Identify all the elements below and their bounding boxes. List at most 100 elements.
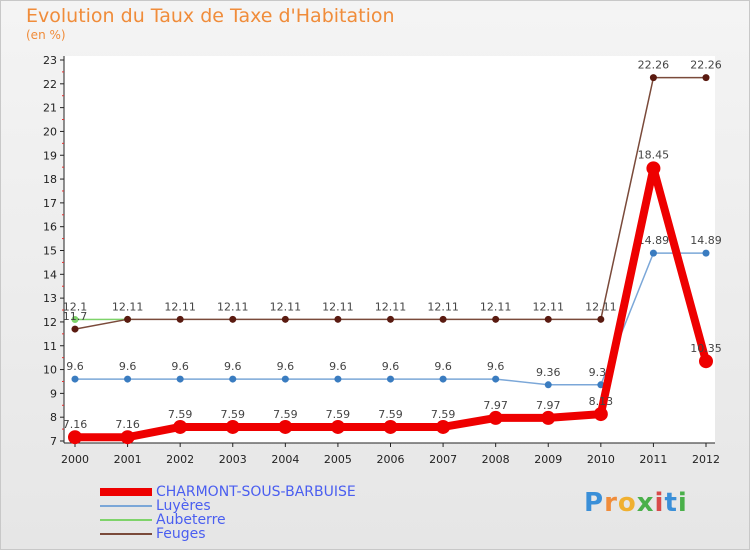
- data-label: 9.6: [329, 360, 347, 373]
- x-tick-label: 2009: [534, 453, 562, 466]
- data-label: 7.59: [431, 408, 456, 421]
- x-tick-label: 2005: [324, 453, 352, 466]
- y-tick-label: 13: [43, 292, 57, 305]
- data-label: 7.97: [536, 399, 561, 412]
- data-point: [544, 381, 552, 389]
- data-label: 14.89: [638, 234, 670, 247]
- data-point: [124, 375, 132, 383]
- x-tick-label: 2001: [114, 453, 142, 466]
- data-label: 9.6: [277, 360, 295, 373]
- x-tick-label: 2000: [61, 453, 89, 466]
- data-label: 7.16: [63, 418, 88, 431]
- chart-subtitle: (en %): [26, 28, 66, 42]
- data-label: 9.6: [171, 360, 189, 373]
- data-point: [597, 315, 605, 323]
- legend-label: Aubeterre: [156, 512, 226, 528]
- legend-swatch: [100, 488, 152, 496]
- data-label: 12.11: [112, 300, 144, 313]
- x-tick-label: 2004: [271, 453, 299, 466]
- legend-swatch: [100, 533, 152, 535]
- data-label: 9.6: [119, 360, 137, 373]
- legend-item: CHARMONT-SOUS-BARBUISE: [100, 485, 356, 499]
- data-point: [173, 419, 188, 434]
- legend-item: Aubeterre: [100, 513, 356, 527]
- y-tick-label: 10: [43, 364, 57, 377]
- data-label: 11.7: [63, 310, 88, 323]
- y-tick-label: 7: [50, 435, 57, 448]
- data-label: 7.59: [168, 408, 193, 421]
- data-label: 12.11: [164, 300, 196, 313]
- data-label: 12.11: [585, 300, 617, 313]
- y-tick-label: 19: [43, 149, 57, 162]
- x-tick-label: 2012: [692, 453, 720, 466]
- y-tick-label: 22: [43, 78, 57, 91]
- y-tick-label: 8: [50, 411, 57, 424]
- legend-label: Luyères: [156, 498, 211, 514]
- data-point: [68, 430, 82, 445]
- data-point: [699, 354, 713, 369]
- y-tick-label: 9: [50, 387, 57, 400]
- data-label: 14.89: [690, 234, 722, 247]
- data-point: [334, 375, 342, 383]
- y-tick-label: 12: [43, 316, 57, 329]
- data-point: [120, 430, 135, 445]
- data-point: [541, 410, 556, 425]
- data-label: 12.11: [533, 300, 565, 313]
- data-label: 9.6: [224, 360, 242, 373]
- y-tick-label: 17: [43, 197, 57, 210]
- data-point: [71, 375, 79, 383]
- logo-letter: x: [636, 488, 655, 518]
- data-point: [71, 316, 79, 324]
- data-label: 12.11: [322, 300, 354, 313]
- data-point: [439, 315, 447, 323]
- plot-area: [64, 56, 715, 443]
- data-label: 12.11: [427, 300, 459, 313]
- data-label: 9.6: [66, 360, 84, 373]
- data-label: 7.59: [378, 408, 403, 421]
- data-point: [544, 315, 552, 323]
- x-tick-label: 2006: [377, 453, 405, 466]
- legend-swatch: [100, 519, 152, 521]
- y-tick-label: 18: [43, 173, 57, 186]
- data-point: [387, 375, 394, 383]
- data-label: 7.59: [221, 408, 246, 421]
- legend-label: CHARMONT-SOUS-BARBUISE: [156, 484, 356, 500]
- y-tick-label: 21: [43, 102, 57, 115]
- data-point: [649, 74, 657, 82]
- data-point: [646, 161, 661, 176]
- data-point: [278, 419, 293, 434]
- y-tick-label: 20: [43, 125, 57, 138]
- data-label: 7.16: [115, 418, 140, 431]
- legend-item: Luyères: [100, 499, 356, 513]
- data-point: [492, 315, 500, 323]
- data-label: 10.35: [690, 342, 722, 355]
- y-tick-label: 23: [43, 54, 57, 67]
- data-label: 22.26: [690, 59, 722, 72]
- data-label: 7.59: [273, 408, 298, 421]
- legend-item: Feuges: [100, 527, 356, 541]
- data-point: [387, 315, 394, 323]
- data-point: [436, 419, 451, 434]
- data-point: [439, 375, 447, 383]
- data-point: [702, 74, 710, 82]
- data-point: [649, 249, 657, 257]
- y-tick-label: 15: [43, 245, 57, 258]
- data-label: 12.11: [375, 300, 407, 313]
- data-point: [330, 419, 345, 434]
- logo-letter: i: [654, 488, 665, 518]
- data-label: 12.11: [480, 300, 512, 313]
- data-point: [71, 325, 79, 333]
- data-point: [225, 419, 240, 434]
- logo-letter: r: [604, 488, 618, 518]
- data-point: [281, 375, 289, 383]
- legend: CHARMONT-SOUS-BARBUISE Luyères Aubeterre…: [100, 485, 356, 541]
- logo-letter: o: [617, 488, 637, 518]
- data-label: 22.26: [638, 59, 670, 72]
- data-label: 9.6: [382, 360, 400, 373]
- chart-title: Evolution du Taux de Taxe d'Habitation: [26, 5, 395, 27]
- data-point: [229, 375, 237, 383]
- data-point: [229, 315, 237, 323]
- x-tick-label: 2002: [166, 453, 194, 466]
- data-label: 7.59: [326, 408, 351, 421]
- data-point: [176, 315, 184, 323]
